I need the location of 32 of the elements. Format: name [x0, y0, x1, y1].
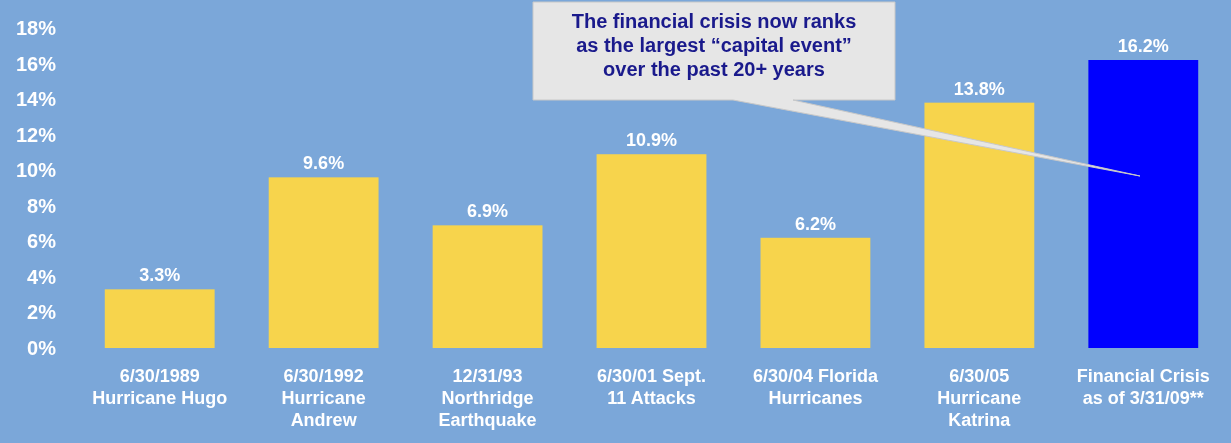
x-tick-label: 6/30/01 Sept. 11 Attacks [596, 366, 707, 408]
data-label: 6.2% [794, 213, 836, 234]
data-label: 6.9% [467, 201, 509, 222]
y-tick-label: 12% [15, 123, 57, 146]
data-label: 13.8% [953, 78, 1005, 99]
annotation: The financial crisis now ranks as the largest “capital event” over the past 20+ years [571, 10, 857, 80]
x-tick-label: 6/30/1992 Hurricane Andrew [281, 366, 366, 430]
y-tick-label: 6% [27, 230, 57, 253]
y-tick-label: 14% [15, 88, 57, 111]
bar [1088, 60, 1199, 348]
y-tick-label: 2% [27, 301, 57, 324]
y-tick-label: 16% [15, 52, 57, 75]
bar [432, 225, 543, 348]
y-tick-label: 10% [15, 159, 57, 182]
x-tick-label: Financial Crisis as of 3/31/09** [1076, 366, 1210, 408]
bar [924, 102, 1035, 348]
y-tick-label: 8% [27, 194, 57, 217]
x-tick-label: 12/31/93 Northridge Earthquake [438, 366, 537, 430]
x-tick-label: 6/30/05 Hurricane Katrina [937, 366, 1022, 430]
data-label: 10.9% [625, 130, 678, 151]
y-tick-label: 4% [27, 265, 57, 288]
data-label: 16.2% [1117, 36, 1169, 56]
bar [268, 177, 379, 348]
y-tick-label: 0% [27, 337, 57, 359]
data-label: 3.3% [139, 265, 181, 286]
bar [104, 289, 215, 348]
y-tick-label: 18% [15, 17, 57, 39]
x-tick-label: 6/30/1989 Hurricane Hugo [92, 366, 228, 408]
bar [596, 154, 707, 348]
bar [760, 237, 871, 348]
x-tick-label: 6/30/04 Florida Hurricanes [752, 366, 879, 408]
data-label: 9.6% [303, 153, 345, 174]
